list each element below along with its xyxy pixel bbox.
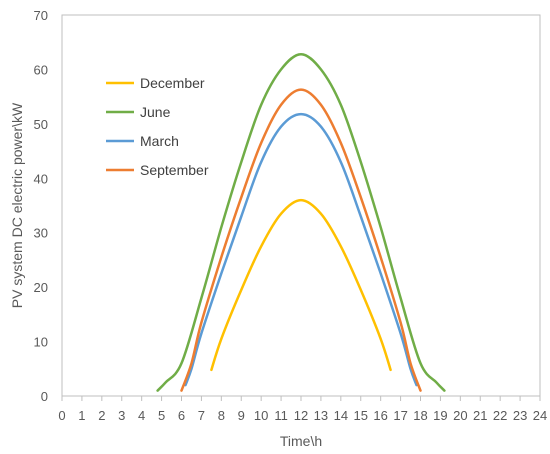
x-tick-label: 24: [533, 408, 547, 423]
x-tick-label: 19: [433, 408, 447, 423]
x-tick-label: 21: [473, 408, 487, 423]
x-tick-label: 12: [294, 408, 308, 423]
x-axis-title: Time\h: [280, 433, 322, 449]
y-tick-label: 40: [34, 171, 48, 186]
x-tick-label: 11: [274, 408, 288, 423]
legend-label-december: December: [140, 75, 205, 91]
x-tick-label: 3: [118, 408, 125, 423]
y-tick-label: 50: [34, 117, 48, 132]
x-tick-label: 16: [373, 408, 387, 423]
x-tick-label: 18: [413, 408, 427, 423]
x-tick-label: 6: [178, 408, 185, 423]
legend-label-september: September: [140, 162, 209, 178]
x-tick-label: 13: [314, 408, 328, 423]
x-tick-label: 8: [218, 408, 225, 423]
x-tick-label: 10: [254, 408, 268, 423]
x-tick-label: 17: [393, 408, 407, 423]
x-tick-label: 7: [198, 408, 205, 423]
y-axis-title: PV system DC electric power\kW: [9, 102, 25, 308]
y-tick-label: 20: [34, 280, 48, 295]
x-tick-label: 0: [58, 408, 65, 423]
x-tick-label: 15: [354, 408, 368, 423]
legend: December June March September: [106, 75, 209, 178]
x-tick-label: 2: [98, 408, 105, 423]
x-tick-label: 14: [334, 408, 348, 423]
plot-area: [61, 14, 541, 397]
x-tick-label: 1: [78, 408, 85, 423]
y-tick-label: 10: [34, 335, 48, 350]
series-line-september: [180, 88, 422, 392]
series-layer: [156, 52, 446, 392]
x-tick-label: 22: [493, 408, 507, 423]
y-tick-label: 30: [34, 226, 48, 241]
x-tick-label: 4: [138, 408, 145, 423]
legend-label-march: March: [140, 133, 179, 149]
y-tick-label: 0: [41, 389, 48, 404]
series-line-december: [210, 198, 392, 372]
x-tick-label: 23: [513, 408, 527, 423]
series-line-june: [156, 52, 446, 392]
x-tick-label: 20: [453, 408, 467, 423]
y-tick-label: 70: [34, 8, 48, 23]
x-tick-label: 9: [238, 408, 245, 423]
x-axis-ticks: 0 1 2 3 4 5 6 7 8 9 10 11 12 13 14 15 16 17 18 19 20 21 22 23 24: [58, 396, 547, 423]
y-axis-ticks: 0 10 20 30 40 50 60 70: [34, 8, 48, 404]
y-tick-label: 60: [34, 62, 48, 77]
x-tick-label: 5: [158, 408, 165, 423]
legend-label-june: June: [140, 104, 171, 120]
series-line-march: [184, 112, 418, 387]
